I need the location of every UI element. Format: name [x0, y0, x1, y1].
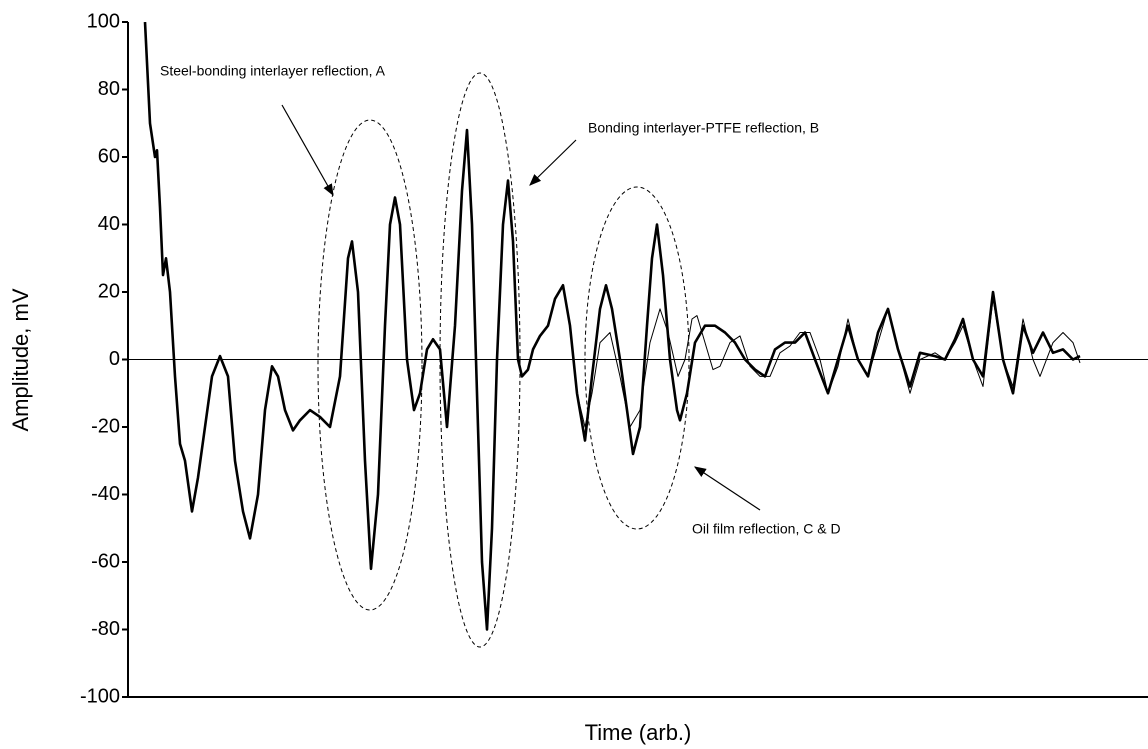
- y-tick-label: 20: [98, 280, 120, 302]
- ellipse-c: [584, 186, 690, 530]
- y-tick-label: -20: [91, 415, 120, 437]
- y-tick-label: 60: [98, 145, 120, 167]
- y-tick-label: -40: [91, 483, 120, 505]
- annotation: Bonding interlayer-PTFE reflection, B: [588, 120, 819, 136]
- y-tick-label: 80: [98, 78, 120, 100]
- y-axis-label: Amplitude, mV: [8, 288, 33, 431]
- y-tick-label: -60: [91, 550, 120, 572]
- arrow-b: [529, 139, 577, 186]
- annotation: Oil film reflection, C & D: [692, 521, 841, 537]
- ellipse-a: [317, 119, 423, 611]
- arrow-a: [281, 104, 334, 197]
- series-line: [576, 298, 1081, 428]
- annotation: Steel-bonding interlayer reflection, A: [160, 63, 386, 79]
- x-axis-label: Time (arb.): [585, 720, 692, 745]
- y-tick-label: 100: [87, 10, 120, 32]
- arrow-c: [693, 466, 761, 511]
- y-tick-label: 40: [98, 213, 120, 235]
- y-tick-label: 0: [109, 348, 120, 370]
- series-line: [143, 22, 1081, 631]
- y-tick-label: -80: [91, 618, 120, 640]
- y-tick-label: -100: [80, 685, 120, 707]
